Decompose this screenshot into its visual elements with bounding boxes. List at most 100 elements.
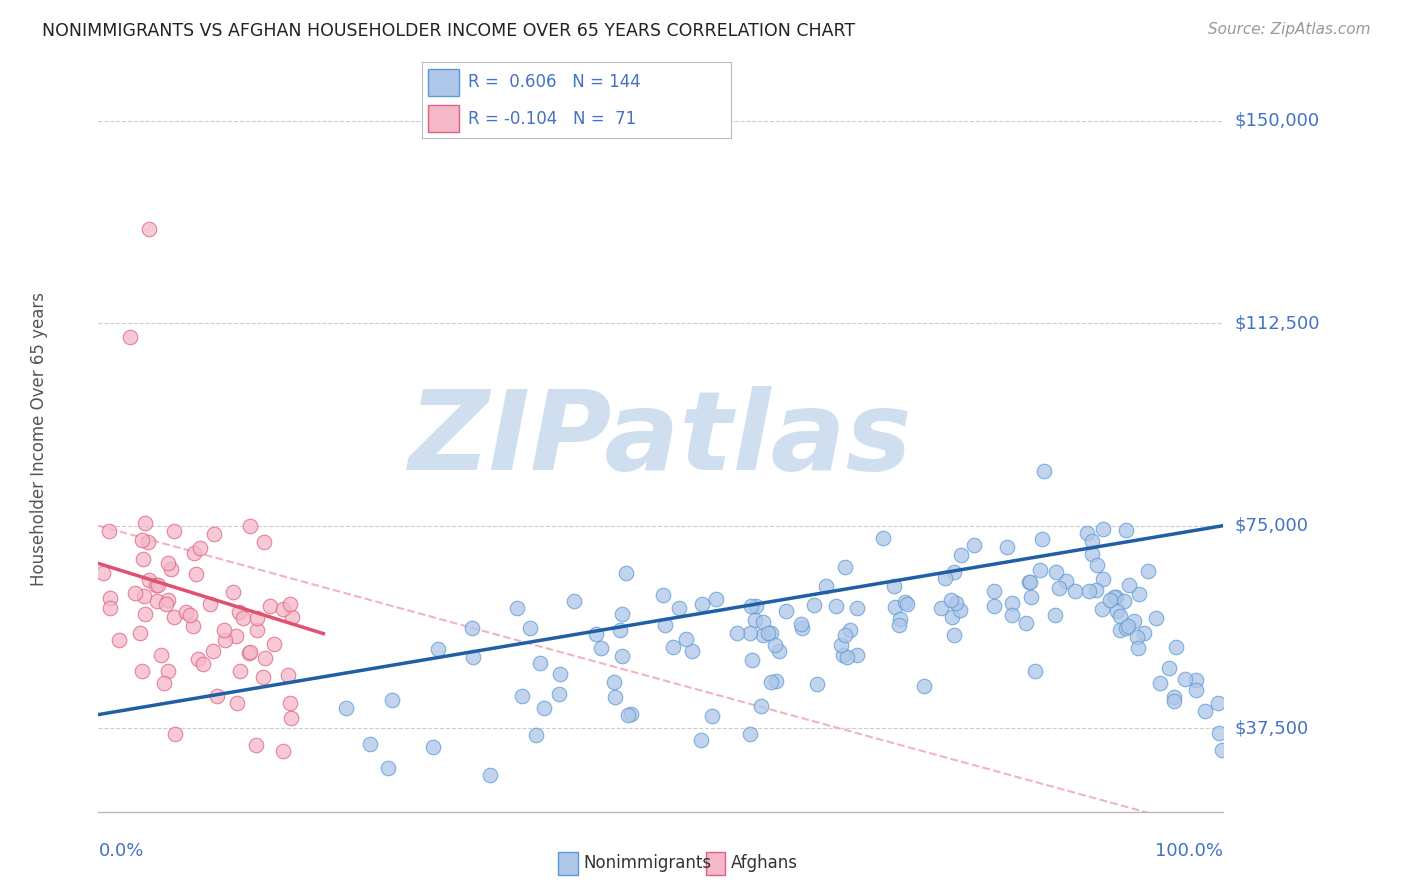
Point (562, 594, 585, 608)
Point (377, 760, 399, 774)
Point (775, 604, 797, 618)
Point (1063, 583, 1085, 598)
Point (207, 689, 229, 703)
Point (1116, 618, 1139, 632)
Point (510, 690, 533, 704)
Point (883, 579, 905, 593)
Point (652, 588, 675, 602)
Point (654, 617, 676, 632)
Point (884, 600, 907, 615)
Point (461, 621, 484, 635)
Point (188, 541, 211, 555)
Point (756, 626, 779, 640)
Point (1128, 587, 1150, 601)
Point (246, 624, 269, 638)
Point (193, 657, 215, 672)
Point (1092, 572, 1115, 586)
Point (1123, 614, 1146, 628)
Point (1001, 608, 1024, 623)
Point (381, 693, 404, 707)
Point (1076, 526, 1098, 541)
Point (252, 670, 274, 684)
Point (814, 579, 837, 593)
Point (605, 690, 627, 704)
Text: $75,000: $75,000 (1234, 516, 1309, 534)
Point (478, 767, 501, 781)
Point (1043, 607, 1066, 622)
Point (616, 708, 638, 723)
Point (1126, 630, 1149, 644)
Point (1084, 583, 1107, 598)
Point (768, 644, 790, 658)
Point (610, 607, 633, 621)
Point (589, 640, 612, 655)
Point (228, 605, 250, 619)
Point (1208, 725, 1230, 739)
Point (276, 668, 298, 682)
Point (156, 592, 179, 607)
Point (675, 632, 697, 647)
Text: ZIPatlas: ZIPatlas (409, 386, 912, 492)
Point (273, 744, 295, 758)
Point (1137, 565, 1160, 579)
Point (825, 599, 848, 614)
Point (229, 664, 252, 678)
Point (108, 633, 131, 648)
Point (157, 664, 180, 678)
Text: $112,500: $112,500 (1234, 314, 1320, 332)
Point (198, 598, 221, 612)
Point (1085, 558, 1108, 573)
Point (280, 597, 302, 611)
Point (505, 601, 527, 615)
Point (1092, 522, 1115, 536)
Point (896, 597, 918, 611)
Point (945, 596, 967, 610)
Point (834, 559, 856, 574)
Point (846, 600, 869, 615)
Point (832, 648, 855, 662)
Point (612, 648, 634, 663)
Point (1109, 624, 1132, 638)
Point (548, 687, 571, 701)
Point (131, 533, 153, 547)
Point (1211, 743, 1233, 757)
Point (246, 610, 269, 624)
Point (839, 623, 862, 637)
Point (212, 623, 235, 637)
Point (1164, 640, 1187, 655)
Point (1132, 626, 1154, 640)
Point (1102, 590, 1125, 604)
Point (609, 623, 631, 637)
Point (278, 696, 301, 710)
Point (846, 648, 869, 662)
Point (690, 597, 713, 611)
Point (725, 626, 748, 640)
Bar (427, 69, 458, 95)
Point (1194, 704, 1216, 718)
Point (738, 626, 761, 640)
Point (134, 516, 156, 530)
Point (232, 611, 254, 625)
Point (1206, 696, 1229, 710)
Point (929, 601, 952, 615)
Point (585, 627, 607, 641)
Point (155, 597, 177, 611)
Point (1031, 532, 1053, 546)
Point (1174, 673, 1197, 687)
Point (548, 666, 571, 681)
Text: $150,000: $150,000 (1234, 112, 1319, 130)
Text: Nonimmigrants: Nonimmigrants (583, 855, 711, 872)
Text: Afghans: Afghans (731, 855, 799, 872)
Point (146, 578, 169, 592)
Point (183, 546, 205, 560)
Point (889, 612, 911, 626)
Point (422, 740, 444, 755)
Point (245, 738, 267, 752)
Point (187, 651, 209, 665)
Point (893, 595, 915, 609)
Text: Source: ZipAtlas.com: Source: ZipAtlas.com (1208, 22, 1371, 37)
Point (145, 578, 167, 592)
Point (941, 610, 963, 624)
Point (1018, 575, 1040, 590)
Point (259, 599, 281, 613)
